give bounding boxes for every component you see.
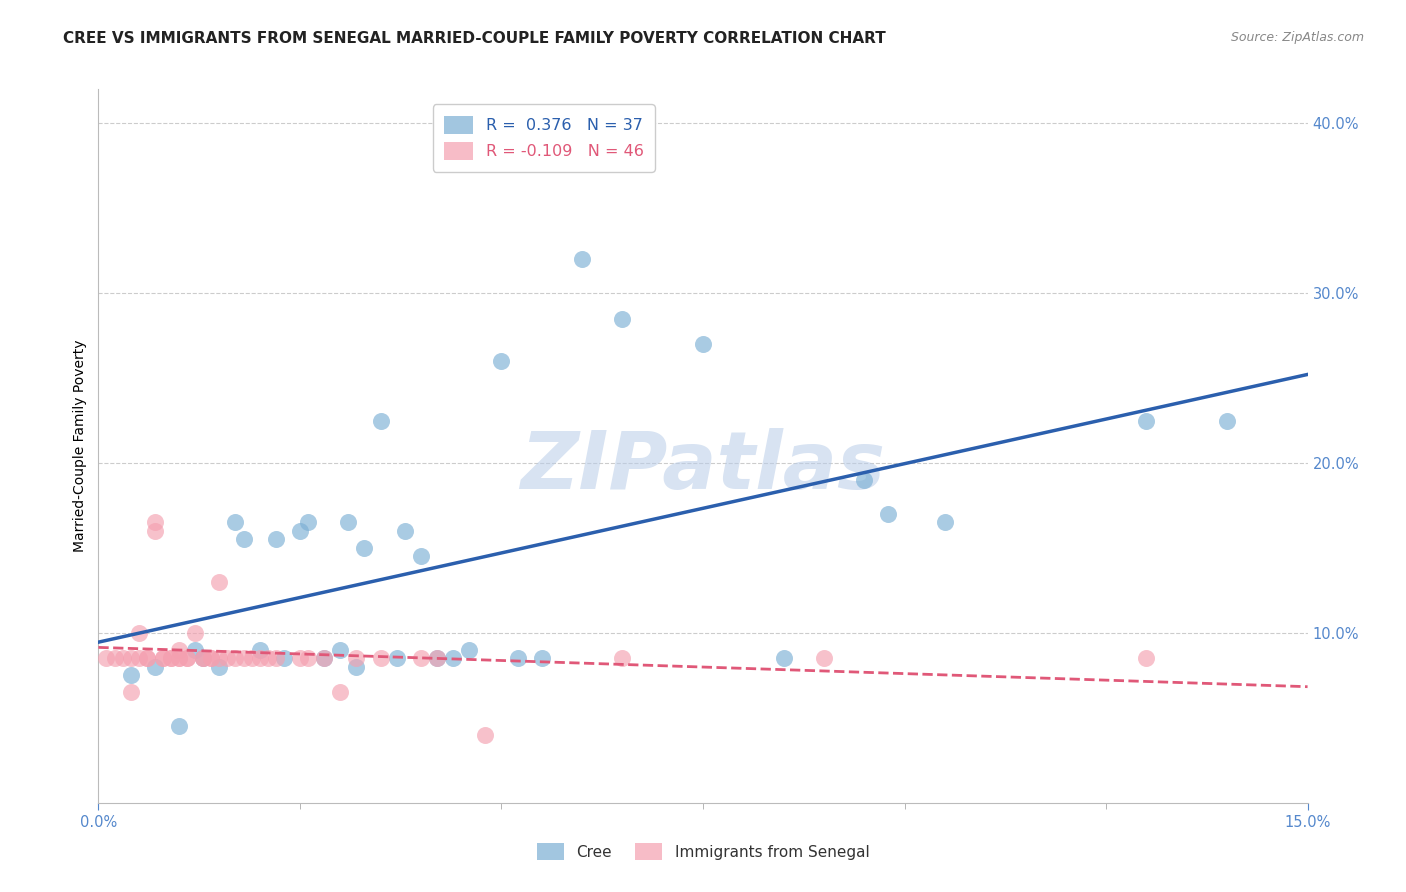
- Point: [128, 626, 150, 640]
- Point: [297, 651, 319, 665]
- Point: [135, 651, 157, 665]
- Point: [1135, 413, 1157, 427]
- Point: [200, 651, 222, 665]
- Point: [353, 541, 375, 555]
- Point: [167, 651, 190, 665]
- Point: [426, 651, 449, 665]
- Point: [249, 643, 271, 657]
- Point: [813, 651, 835, 665]
- Point: [120, 668, 142, 682]
- Point: [217, 651, 239, 665]
- Point: [344, 651, 367, 665]
- Point: [249, 651, 271, 665]
- Point: [385, 651, 408, 665]
- Y-axis label: Married-Couple Family Poverty: Married-Couple Family Poverty: [73, 340, 87, 552]
- Point: [208, 651, 231, 665]
- Point: [193, 651, 215, 665]
- Point: [692, 337, 714, 351]
- Point: [103, 651, 125, 665]
- Point: [128, 651, 150, 665]
- Point: [176, 651, 198, 665]
- Point: [1135, 651, 1157, 665]
- Point: [152, 651, 174, 665]
- Point: [152, 651, 174, 665]
- Point: [571, 252, 593, 266]
- Point: [370, 651, 392, 665]
- Point: [224, 516, 246, 530]
- Point: [612, 311, 634, 326]
- Point: [344, 660, 367, 674]
- Point: [273, 651, 295, 665]
- Point: [160, 651, 183, 665]
- Point: [772, 651, 794, 665]
- Text: Source: ZipAtlas.com: Source: ZipAtlas.com: [1230, 31, 1364, 45]
- Point: [612, 651, 634, 665]
- Point: [297, 516, 319, 530]
- Text: ZIPatlas: ZIPatlas: [520, 428, 886, 507]
- Point: [176, 651, 198, 665]
- Point: [232, 533, 254, 547]
- Point: [337, 516, 360, 530]
- Point: [120, 685, 142, 699]
- Point: [506, 651, 529, 665]
- Point: [264, 533, 287, 547]
- Point: [224, 651, 246, 665]
- Point: [143, 660, 166, 674]
- Point: [530, 651, 553, 665]
- Point: [208, 660, 231, 674]
- Point: [474, 728, 496, 742]
- Point: [1216, 413, 1239, 427]
- Point: [370, 413, 392, 427]
- Point: [232, 651, 254, 665]
- Point: [96, 651, 118, 665]
- Legend: Cree, Immigrants from Senegal: Cree, Immigrants from Senegal: [530, 837, 876, 866]
- Point: [934, 516, 956, 530]
- Point: [184, 626, 207, 640]
- Point: [458, 643, 481, 657]
- Point: [426, 651, 449, 665]
- Point: [160, 651, 183, 665]
- Point: [143, 516, 166, 530]
- Point: [264, 651, 287, 665]
- Point: [314, 651, 336, 665]
- Point: [184, 643, 207, 657]
- Point: [167, 651, 190, 665]
- Point: [329, 685, 352, 699]
- Point: [193, 651, 215, 665]
- Point: [288, 524, 311, 538]
- Point: [143, 524, 166, 538]
- Point: [877, 507, 900, 521]
- Text: CREE VS IMMIGRANTS FROM SENEGAL MARRIED-COUPLE FAMILY POVERTY CORRELATION CHART: CREE VS IMMIGRANTS FROM SENEGAL MARRIED-…: [63, 31, 886, 46]
- Point: [111, 651, 134, 665]
- Point: [409, 651, 432, 665]
- Point: [256, 651, 278, 665]
- Point: [167, 719, 190, 733]
- Point: [394, 524, 416, 538]
- Point: [288, 651, 311, 665]
- Point: [200, 651, 222, 665]
- Point: [240, 651, 263, 665]
- Point: [208, 574, 231, 589]
- Point: [120, 651, 142, 665]
- Point: [409, 549, 432, 564]
- Point: [853, 473, 876, 487]
- Point: [167, 643, 190, 657]
- Point: [441, 651, 464, 665]
- Point: [193, 651, 215, 665]
- Point: [329, 643, 352, 657]
- Point: [491, 354, 513, 368]
- Point: [314, 651, 336, 665]
- Point: [135, 651, 157, 665]
